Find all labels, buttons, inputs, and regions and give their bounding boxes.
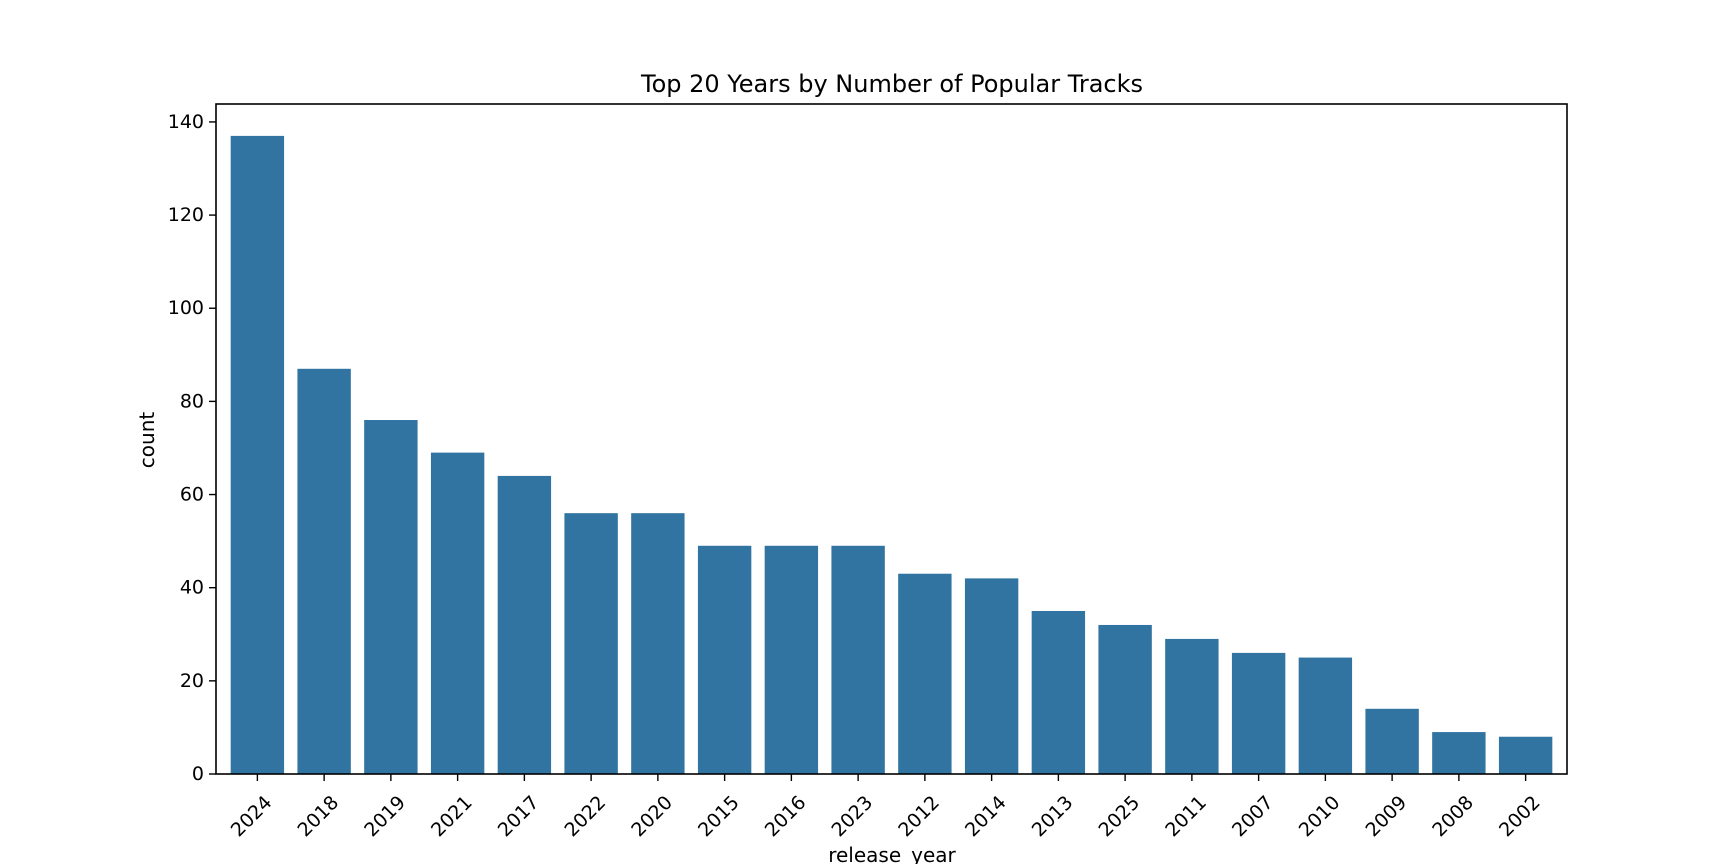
bar-2008 (1432, 732, 1486, 774)
bar-2019 (364, 420, 418, 774)
bars-group (230, 135, 1553, 774)
x-tick-label: 2009 (1362, 792, 1412, 842)
bar-2023 (831, 545, 885, 774)
plot-frame (215, 103, 1568, 775)
x-tick-label: 2015 (694, 792, 744, 842)
bar-2011 (1165, 638, 1219, 774)
y-tick-label: 100 (168, 297, 204, 319)
y-tick-label: 0 (192, 763, 204, 785)
bar-2017 (497, 475, 552, 774)
x-tick-label: 2007 (1228, 792, 1278, 842)
chart-title: Top 20 Years by Number of Popular Tracks (640, 70, 1143, 98)
bar-2022 (564, 513, 618, 774)
bar-2024 (230, 135, 285, 774)
bar-2025 (1098, 624, 1152, 774)
bar-2010 (1298, 657, 1353, 774)
y-axis: 0 20 40 60 80 100 120 140 (168, 111, 216, 785)
x-tick-label: 2010 (1295, 792, 1345, 842)
bar-2021 (430, 452, 485, 774)
bar-2016 (764, 545, 819, 774)
x-tick-label: 2008 (1428, 792, 1478, 842)
y-tick-label: 120 (168, 204, 204, 226)
y-tick-label: 140 (168, 111, 204, 133)
bar-2013 (1031, 610, 1086, 774)
x-tick-label: 2017 (494, 792, 544, 842)
x-tick-label: 2022 (561, 792, 611, 842)
bar-2007 (1231, 652, 1286, 774)
x-tick-label: 2013 (1028, 792, 1078, 842)
bar-2009 (1365, 708, 1419, 774)
y-tick-label: 20 (180, 670, 204, 692)
x-axis: 2024 2018 2019 2021 2017 2022 2020 2015 2016 2023… (227, 774, 1545, 841)
bar-2018 (297, 368, 351, 774)
bar-2020 (631, 513, 685, 774)
x-tick-label: 2011 (1161, 792, 1211, 842)
x-tick-label: 2018 (294, 792, 344, 842)
x-tick-label: 2012 (894, 792, 944, 842)
x-axis-label: release_year (828, 843, 956, 864)
x-tick-label: 2016 (761, 792, 811, 842)
x-tick-label: 2021 (427, 792, 477, 842)
x-tick-label: 2020 (627, 792, 677, 842)
bar-2002 (1498, 736, 1553, 774)
x-tick-label: 2023 (828, 792, 878, 842)
y-tick-label: 60 (180, 484, 204, 506)
x-tick-label: 2019 (360, 792, 410, 842)
y-axis-label: count (135, 412, 159, 469)
bar-2012 (898, 573, 952, 774)
y-tick-label: 40 (180, 577, 204, 599)
bar-2014 (964, 578, 1019, 774)
y-tick-label: 80 (180, 390, 204, 412)
x-tick-label: 2002 (1495, 792, 1545, 842)
x-tick-label: 2024 (227, 792, 277, 842)
x-tick-label: 2025 (1095, 792, 1145, 842)
bar-2015 (697, 545, 752, 774)
x-tick-label: 2014 (961, 792, 1011, 842)
